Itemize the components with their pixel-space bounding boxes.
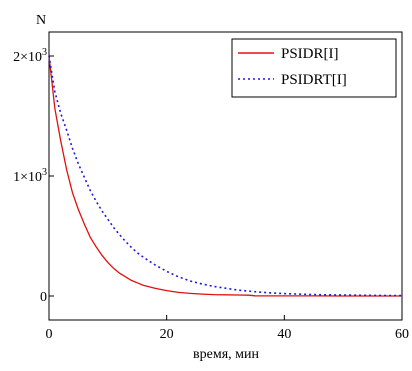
legend-label: PSIDR[I]	[281, 46, 339, 62]
series-group	[48, 55, 403, 297]
x-tick-label: 60	[395, 327, 409, 342]
y-axis-title: N	[36, 13, 46, 28]
y-tick-label: 0	[40, 290, 47, 305]
y-ticks: 0 1×103 2×103	[13, 47, 54, 305]
x-axis-title: время, мин	[193, 347, 259, 362]
legend-box	[231, 38, 397, 98]
x-ticks: 0 20 40 60	[46, 315, 409, 342]
series-line-psidr-i	[48, 55, 402, 297]
series-line-psidrt-i	[48, 55, 403, 297]
x-tick-label: 0	[46, 327, 53, 342]
y-tick-label: 2×103	[13, 47, 47, 65]
legend: PSIDR[I] PSIDRT[I]	[231, 38, 397, 98]
y-tick-label: 1×103	[13, 167, 47, 185]
x-tick-label: 40	[277, 327, 291, 342]
x-tick-label: 20	[160, 327, 174, 342]
legend-label: PSIDRT[I]	[281, 72, 347, 88]
